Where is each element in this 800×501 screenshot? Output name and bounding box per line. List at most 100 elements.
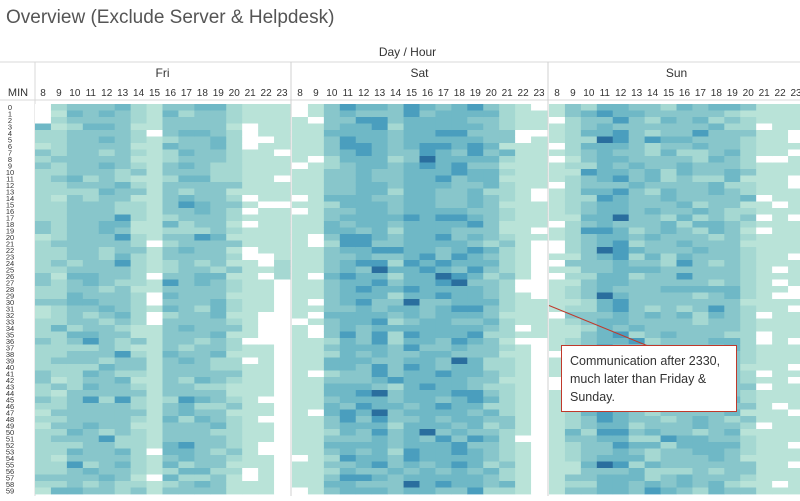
heat-cell (274, 286, 291, 293)
heat-cell (467, 448, 484, 456)
heat-cell (387, 429, 404, 436)
heat-cell (467, 403, 484, 410)
heat-cell (564, 318, 582, 326)
heat-cell (515, 214, 532, 222)
heat-cell (403, 448, 420, 456)
heat-cell (242, 370, 259, 378)
heat-cell (292, 357, 309, 365)
heat-cell (35, 305, 52, 313)
heat-cell (483, 227, 500, 235)
heat-cell (564, 253, 582, 261)
heat-cell (531, 325, 548, 332)
heat-cell (499, 325, 516, 332)
heat-cell (403, 383, 420, 391)
heat-cell (580, 292, 598, 300)
heat-cell (66, 351, 84, 358)
heat-cell (50, 149, 68, 157)
heat-cell (339, 429, 357, 436)
heat-cell (596, 143, 614, 150)
heat-cell (162, 240, 179, 248)
hour-label: 20 (743, 88, 755, 99)
heat-cell (772, 279, 789, 287)
heat-cell (483, 435, 500, 443)
heat-cell (387, 370, 404, 378)
heat-cell (564, 286, 582, 293)
heat-cell (564, 247, 582, 254)
heat-cell (451, 253, 468, 261)
heat-cell (580, 468, 598, 475)
heat-cell (564, 234, 582, 241)
heat-cell (756, 130, 773, 137)
heat-cell (435, 409, 452, 417)
heat-cell (692, 110, 709, 118)
heat-cell (531, 435, 548, 443)
heat-cell (467, 234, 484, 241)
heat-cell (258, 461, 275, 469)
heat-cell (612, 175, 630, 183)
heat-cell (549, 292, 566, 300)
heat-cell (292, 123, 309, 131)
heat-cell (35, 325, 52, 332)
heat-cell (692, 117, 709, 124)
heat-cell (35, 188, 52, 196)
heat-cell (323, 234, 341, 241)
heat-cell (644, 208, 661, 215)
heat-cell (499, 136, 516, 144)
heat-cell (210, 416, 227, 423)
heat-cell (708, 104, 725, 111)
heat-cell (292, 279, 309, 287)
heat-cell (146, 195, 163, 202)
heat-cell (549, 435, 566, 443)
heat-cell (371, 227, 389, 235)
heat-cell (708, 117, 725, 124)
heat-cell (339, 305, 357, 313)
heat-cell (724, 435, 741, 443)
heat-cell (292, 435, 309, 443)
heat-cell (451, 318, 468, 326)
heat-cell (483, 234, 500, 241)
heat-cell (194, 325, 211, 332)
heat-cell (772, 318, 789, 326)
heat-cell (66, 403, 84, 410)
heat-cell (564, 435, 582, 443)
heat-cell (772, 474, 789, 482)
heat-cell (531, 429, 548, 436)
heat-cell (194, 234, 211, 241)
heat-cell (130, 195, 147, 202)
heat-cell (66, 117, 84, 124)
heat-cell (788, 253, 800, 261)
heat-cell (66, 143, 84, 150)
heat-cell (66, 325, 84, 332)
heat-cell (564, 195, 582, 202)
heat-cell (292, 370, 309, 378)
heat-cell (772, 149, 789, 157)
heat-cell (419, 383, 436, 391)
heat-cell (66, 331, 84, 339)
heat-cell (788, 188, 800, 196)
heat-cell (660, 468, 677, 475)
heat-cell (323, 344, 341, 352)
heat-cell (564, 481, 582, 488)
heat-cell (194, 468, 211, 475)
heat-cell (50, 260, 68, 267)
heat-cell (644, 195, 661, 202)
heat-cell (451, 325, 468, 332)
heat-cell (146, 487, 163, 495)
heat-cell (210, 104, 227, 111)
heat-cell (66, 188, 84, 196)
heat-cell (114, 143, 132, 150)
hour-label: 8 (40, 88, 46, 99)
heat-cell (467, 292, 484, 300)
heat-cell (612, 409, 630, 417)
heat-cell (451, 266, 468, 274)
heat-cell (210, 136, 227, 144)
heat-cell (355, 331, 373, 339)
heat-cell (724, 136, 741, 144)
heat-cell (339, 338, 357, 345)
heat-cell (242, 487, 259, 495)
heat-cell (66, 396, 84, 404)
heat-cell (210, 435, 227, 443)
heat-cell (130, 396, 147, 404)
heat-cell (242, 273, 259, 280)
heat-cell (307, 149, 325, 157)
